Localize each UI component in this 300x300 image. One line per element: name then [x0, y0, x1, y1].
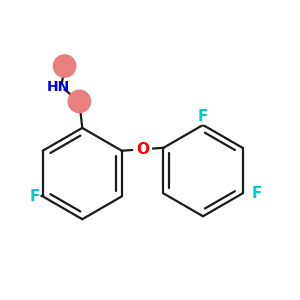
Circle shape: [134, 140, 152, 158]
Text: F: F: [198, 109, 208, 124]
Circle shape: [196, 110, 210, 124]
Circle shape: [53, 55, 76, 77]
Circle shape: [25, 189, 40, 204]
Text: F: F: [251, 186, 262, 201]
Circle shape: [68, 90, 91, 112]
Text: F: F: [29, 189, 40, 204]
Text: HN: HN: [47, 80, 70, 94]
Circle shape: [248, 186, 263, 201]
Text: O: O: [136, 142, 149, 157]
